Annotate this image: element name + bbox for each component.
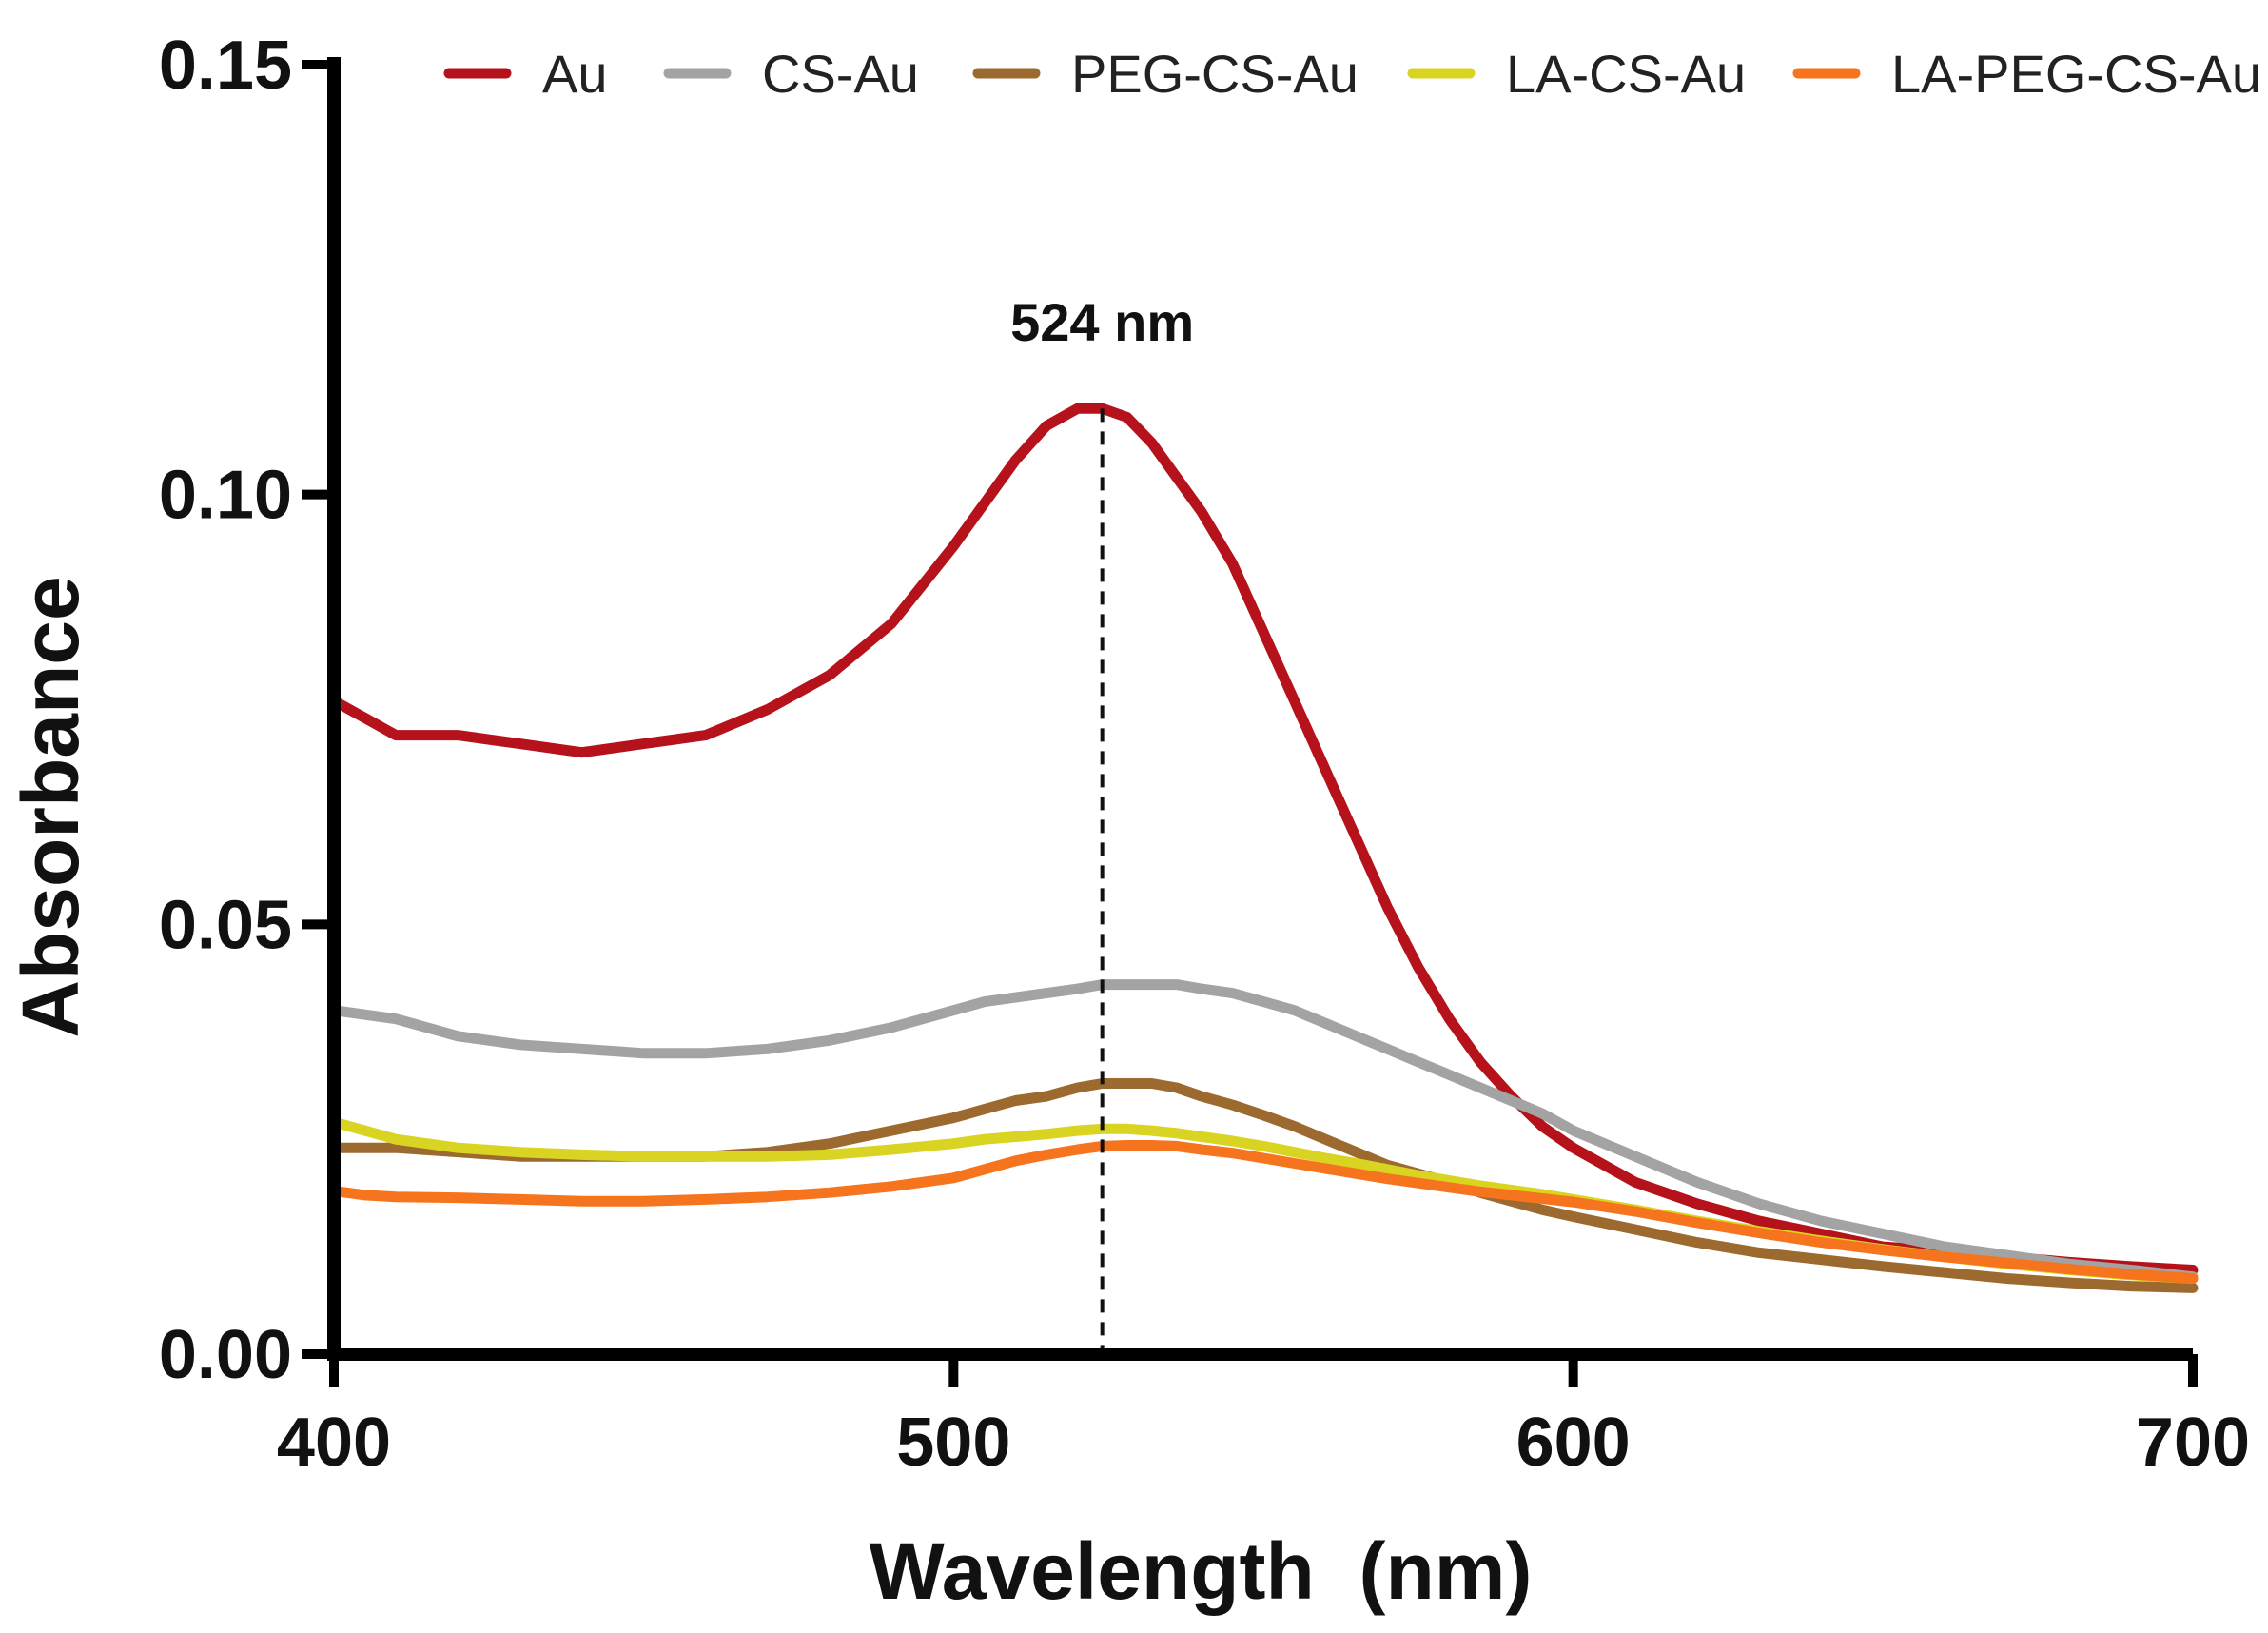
series-line-cs-au [328, 979, 2199, 1283]
legend-label-peg-cs-au: PEG-CS-Au [1071, 44, 1359, 104]
series-line-la-peg-cs-au [328, 1140, 2199, 1284]
series-line-au [328, 403, 2199, 1275]
legend-label-la-peg-cs-au: LA-PEG-CS-Au [1891, 44, 2261, 104]
x-tick-label: 600 [1516, 1405, 1631, 1481]
legend: Au CS-Au PEG-CS-Au LA-CS-Au LA-PEG-CS-Au [443, 44, 2261, 104]
peak-annotation-label: 524 nm [1010, 292, 1194, 352]
x-tick-label: 700 [2136, 1405, 2250, 1481]
series-layer [328, 403, 2199, 1293]
y-tick-label: 0.00 [159, 1317, 292, 1393]
y-axis-title: Absorbance [6, 576, 95, 1037]
x-axis-title: Wavelength (nm) [870, 1526, 1533, 1616]
legend-label-au: Au [542, 44, 608, 104]
legend-label-la-cs-au: LA-CS-Au [1506, 44, 1746, 104]
legend-label-cs-au: CS-Au [762, 44, 919, 104]
y-tick-label: 0.05 [159, 887, 292, 963]
x-tick-label: 400 [277, 1405, 391, 1481]
ticks-layer: 400 500 600 700 0.00 0.05 0.10 0.15 [159, 28, 2250, 1481]
y-tick-label: 0.10 [159, 458, 292, 534]
y-tick-label: 0.15 [159, 28, 292, 104]
x-tick-label: 500 [896, 1405, 1010, 1481]
